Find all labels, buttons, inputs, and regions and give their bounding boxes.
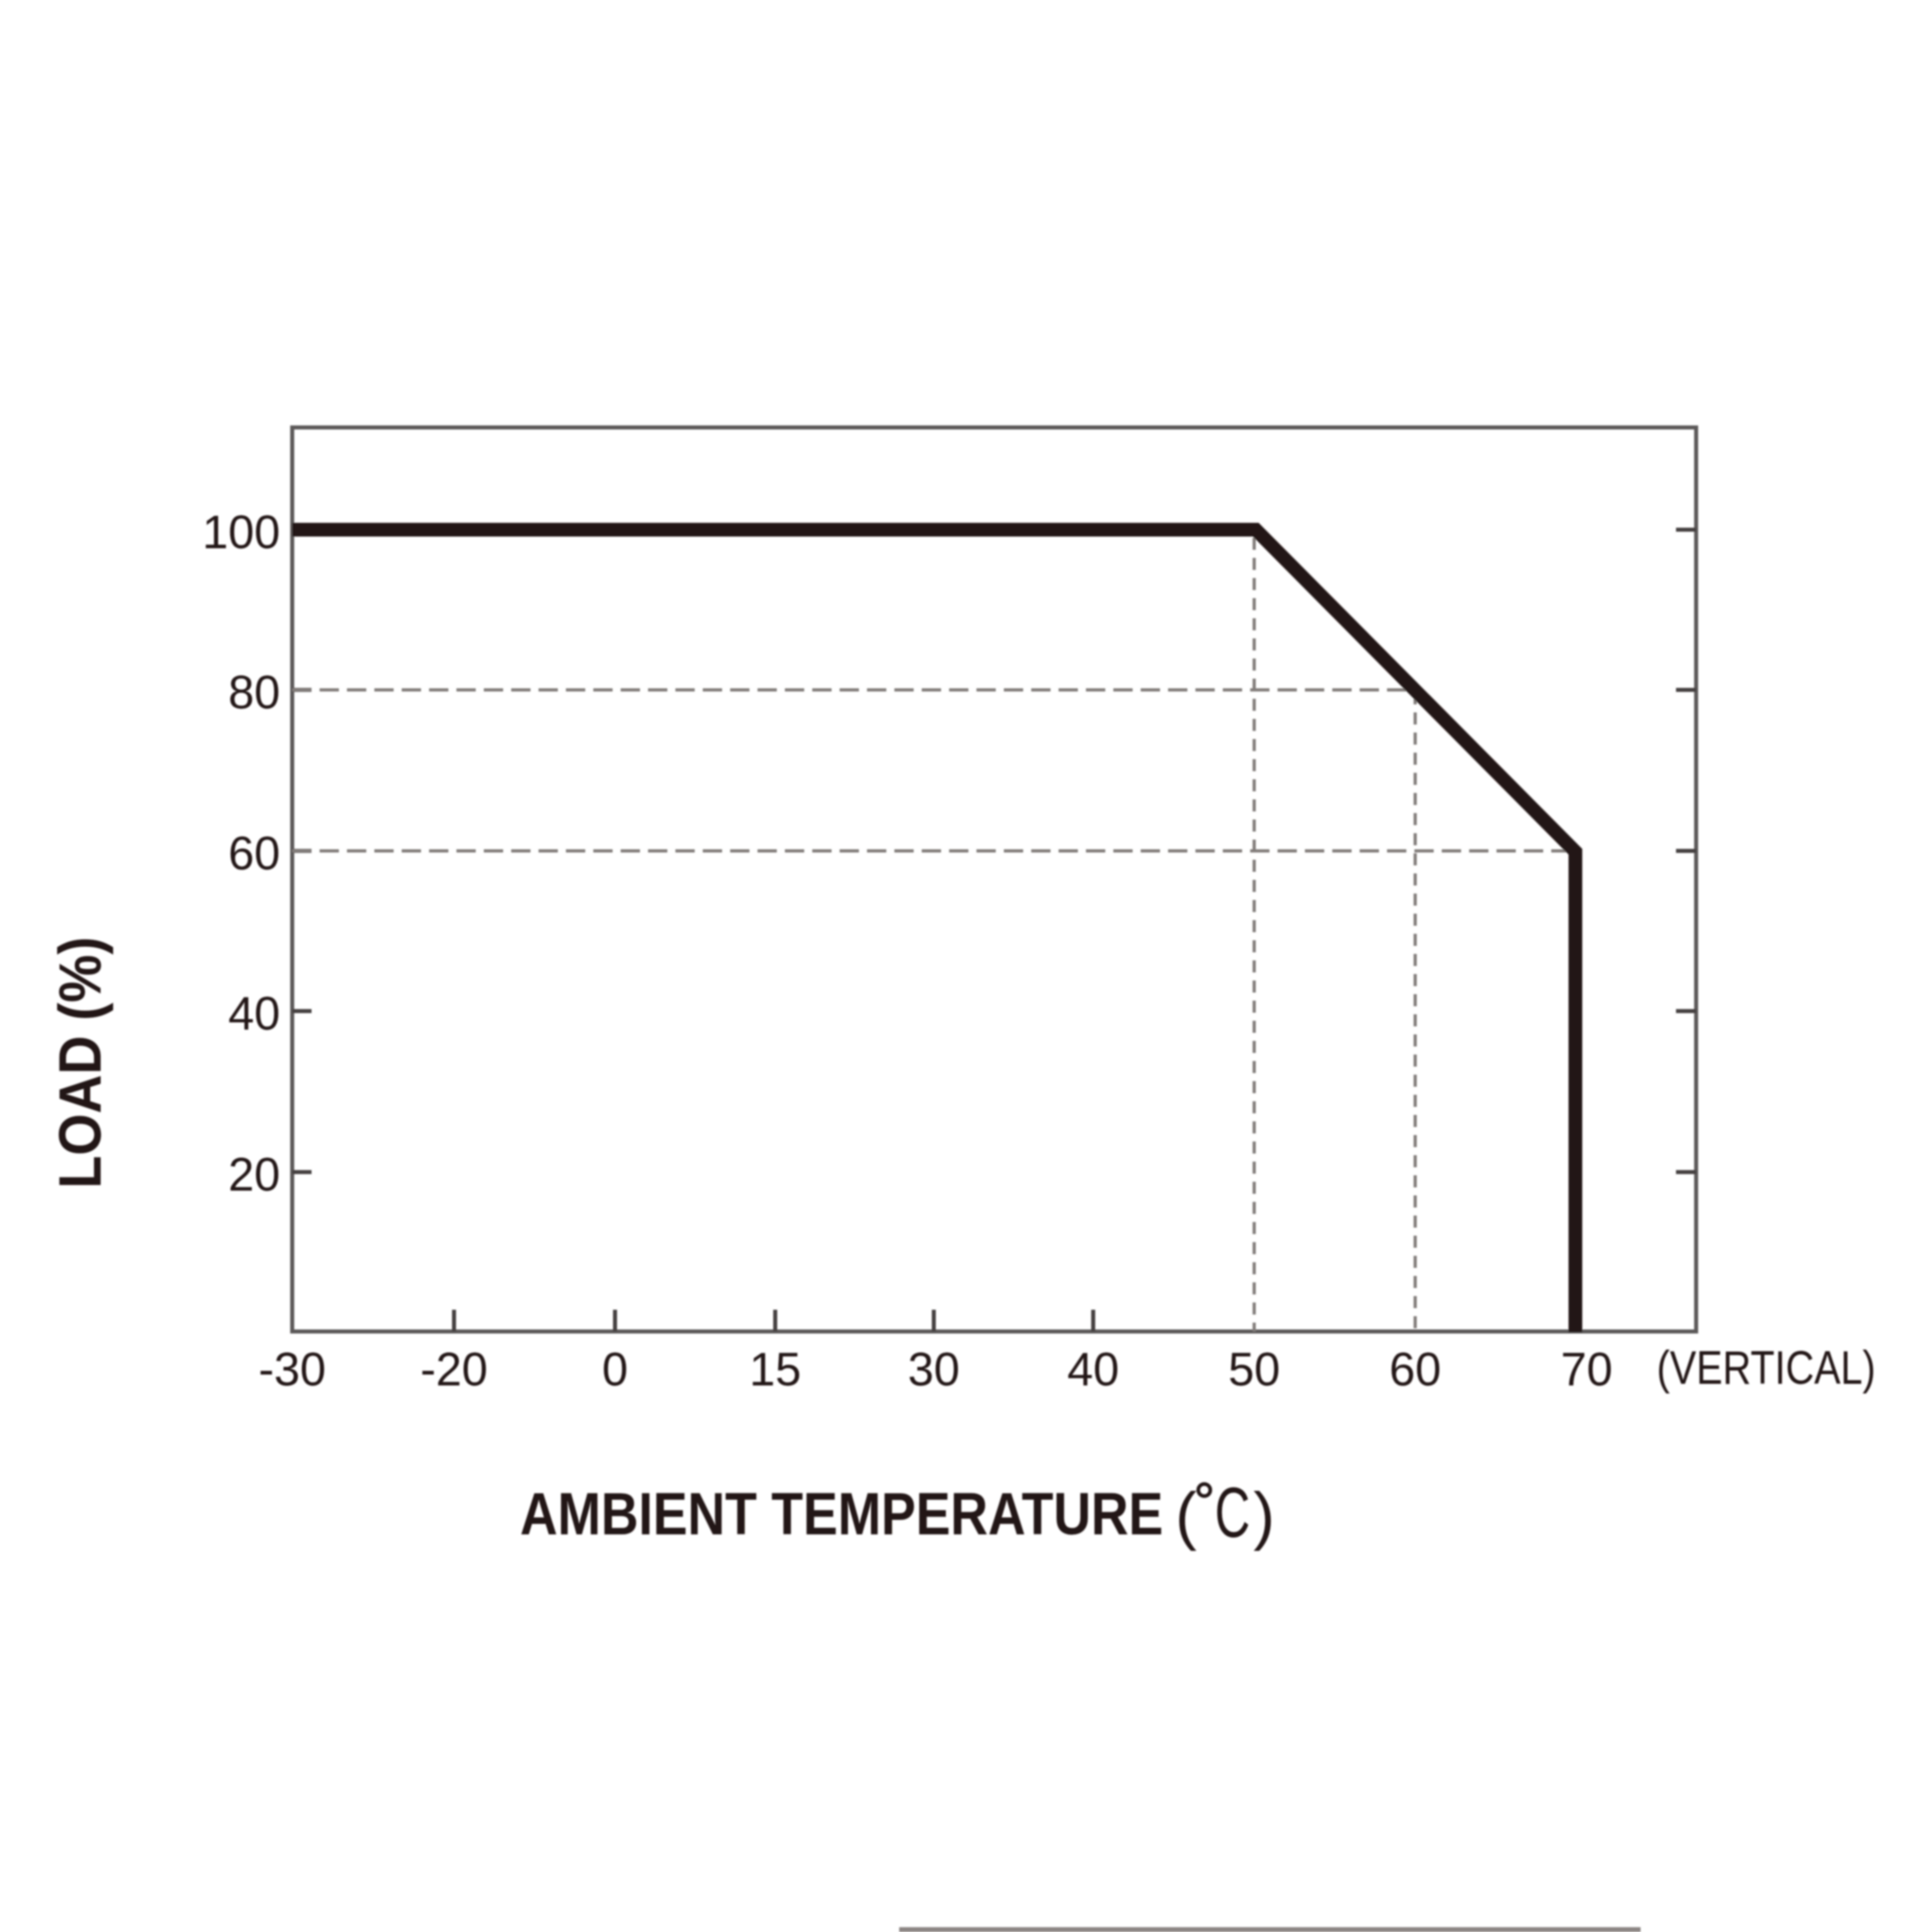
svg-text:0: 0 xyxy=(602,1344,628,1396)
svg-text:50: 50 xyxy=(1228,1344,1281,1396)
svg-text:-30: -30 xyxy=(258,1344,326,1396)
svg-text:40: 40 xyxy=(1067,1344,1120,1396)
svg-text:70: 70 xyxy=(1561,1344,1613,1396)
svg-text:AMBIENT TEMPERATURE: AMBIENT TEMPERATURE xyxy=(520,1480,1163,1547)
svg-text:): ) xyxy=(1253,1480,1275,1551)
svg-text:100: 100 xyxy=(202,506,280,559)
svg-text:40: 40 xyxy=(228,988,280,1040)
svg-text:80: 80 xyxy=(228,667,280,719)
svg-text:30: 30 xyxy=(908,1344,960,1396)
svg-text:60: 60 xyxy=(228,828,280,880)
svg-text:(VERTICAL): (VERTICAL) xyxy=(1657,1342,1876,1394)
svg-text:(: ( xyxy=(1175,1480,1197,1551)
svg-text:LOAD (%): LOAD (%) xyxy=(47,937,114,1189)
svg-text:C: C xyxy=(1215,1472,1250,1552)
svg-text:15: 15 xyxy=(749,1344,802,1396)
svg-text:20: 20 xyxy=(228,1149,280,1201)
svg-text:60: 60 xyxy=(1389,1344,1442,1396)
svg-text:-20: -20 xyxy=(420,1344,488,1396)
